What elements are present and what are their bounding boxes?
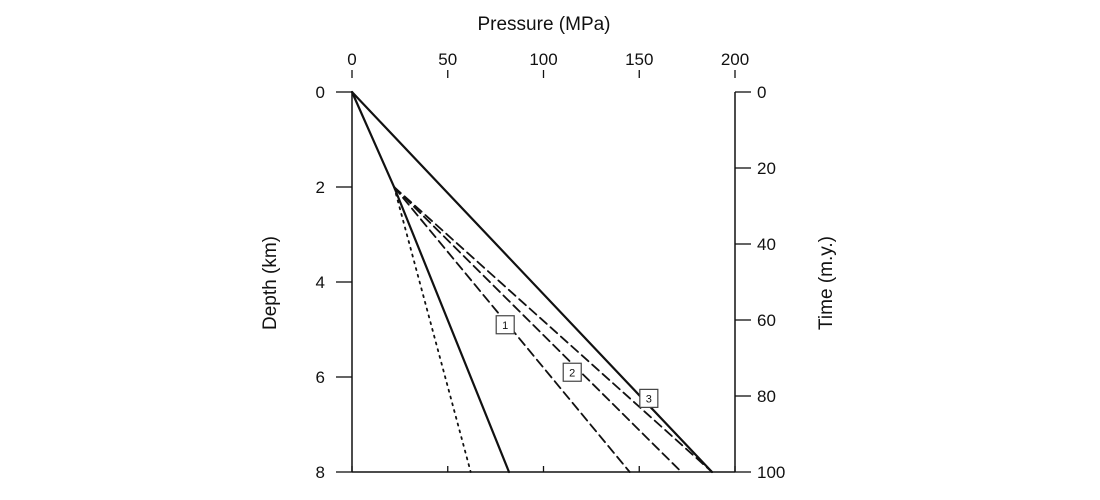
y-left-tick-label: 2: [316, 178, 325, 197]
y-right-tick-label: 0: [757, 83, 766, 102]
y-right-tick-label: 40: [757, 235, 776, 254]
y-left-tick-label: 4: [316, 273, 325, 292]
series-line-dashed: [393, 186, 683, 473]
y-axis-right-title: Time (m.y.): [816, 236, 837, 330]
y-left-tick-label: 8: [316, 463, 325, 482]
annotation-label: 1: [502, 320, 508, 332]
x-tick-label: 200: [721, 50, 749, 69]
series-lines: [350, 90, 714, 474]
annotation-label: 3: [646, 393, 652, 405]
x-tick-label: 0: [347, 50, 356, 69]
y-right-tick-label: 100: [757, 463, 785, 482]
x-tick-label: 50: [438, 50, 457, 69]
x-axis-title: Pressure (MPa): [477, 14, 610, 35]
annotation-label: 2: [569, 367, 575, 379]
x-tick-label: 100: [529, 50, 557, 69]
y-right-tick-label: 80: [757, 387, 776, 406]
x-tick-label: 150: [625, 50, 653, 69]
series-line-dashed: [393, 186, 713, 473]
y-left-tick-label: 6: [316, 368, 325, 387]
series-line-dotted: [393, 186, 472, 473]
series-line-solid: [350, 90, 714, 474]
annotation-box: [495, 315, 515, 335]
y-right-tick-label: 60: [757, 311, 776, 330]
y-axis-left-title: Depth (km): [260, 236, 281, 330]
y-left-tick-label: 0: [316, 83, 325, 102]
series-line-solid: [350, 90, 511, 474]
plot-frame: [351, 92, 736, 473]
y-right-tick-label: 20: [757, 159, 776, 178]
annotation-box: [562, 362, 582, 382]
annotation-box: [639, 388, 659, 408]
annotations: 1 2 3: [495, 315, 659, 408]
